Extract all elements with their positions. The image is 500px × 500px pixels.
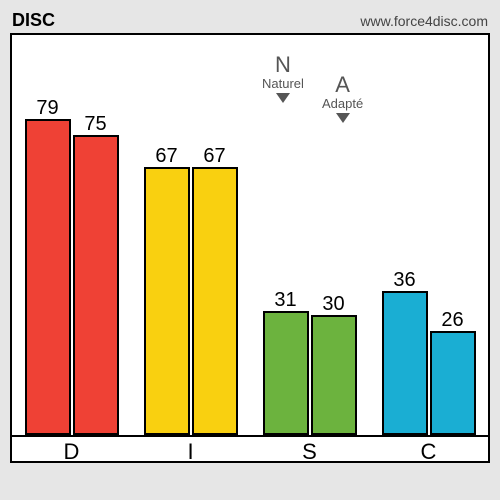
- bar: 30: [311, 315, 357, 435]
- legend-label: Adapté: [322, 97, 363, 111]
- plot-area: 7975676731303626 NNaturelAAdapté DISC: [10, 33, 490, 463]
- x-axis-label: I: [131, 437, 250, 467]
- bar-value-label: 67: [203, 145, 225, 168]
- bar: 67: [192, 167, 238, 435]
- bar-value-label: 75: [84, 113, 106, 136]
- bar-value-label: 79: [36, 97, 58, 120]
- bar: 36: [382, 291, 428, 435]
- bar-value-label: 31: [274, 289, 296, 312]
- x-axis-label: D: [12, 437, 131, 467]
- x-axis: DISC: [12, 435, 488, 467]
- panel: DISC www.force4disc.com 7975676731303626…: [0, 0, 500, 500]
- bar: 67: [144, 167, 190, 435]
- legend-key: A: [322, 73, 363, 97]
- bar-value-label: 30: [322, 293, 344, 316]
- chart-area: 7975676731303626 NNaturelAAdapté: [12, 35, 488, 435]
- bar: 26: [430, 331, 476, 435]
- legend-key: N: [262, 53, 304, 77]
- bar-value-label: 67: [155, 145, 177, 168]
- bar: 79: [25, 119, 71, 435]
- x-axis-label: C: [369, 437, 488, 467]
- bar-group: 7975: [12, 119, 131, 435]
- bar-value-label: 36: [393, 269, 415, 292]
- chart-title: DISC: [12, 10, 55, 31]
- bar: 31: [263, 311, 309, 435]
- legend-item: AAdapté: [322, 73, 363, 123]
- bar: 75: [73, 135, 119, 435]
- bar-group: 6767: [131, 167, 250, 435]
- bar-group: 3626: [369, 291, 488, 435]
- bar-group: 3130: [250, 311, 369, 435]
- chevron-down-icon: [276, 93, 290, 103]
- header: DISC www.force4disc.com: [10, 10, 490, 31]
- chevron-down-icon: [336, 113, 350, 123]
- bar-value-label: 26: [441, 309, 463, 332]
- legend-item: NNaturel: [262, 53, 304, 103]
- source-url: www.force4disc.com: [360, 13, 488, 29]
- x-axis-label: S: [250, 437, 369, 467]
- legend-label: Naturel: [262, 77, 304, 91]
- bars-row: 7975676731303626: [12, 119, 488, 435]
